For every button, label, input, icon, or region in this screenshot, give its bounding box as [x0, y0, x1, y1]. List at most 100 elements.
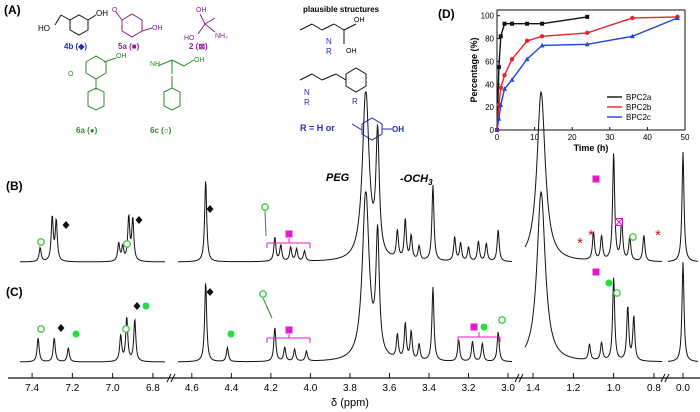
plausible-structure-2 [299, 67, 367, 93]
data-point-BPC2b [630, 15, 635, 21]
x-tick-label: 20 [568, 133, 577, 142]
series-line-BPC2c [496, 17, 678, 131]
label-5a: 5a (■) [118, 42, 140, 51]
chart-x-label: Time (h) [574, 143, 609, 153]
atom-oh-5a: OH [152, 25, 163, 32]
x-tick-label: 7.0 [106, 383, 120, 394]
plot-frame [496, 9, 686, 131]
bracket-b [266, 238, 311, 248]
series-line-BPC2b [496, 16, 678, 131]
y-tick-label: 100 [481, 12, 495, 21]
data-point-BPC2b [502, 72, 507, 78]
atom-oh-2: OH [196, 7, 207, 14]
diamond-marker [133, 302, 141, 310]
x-tick-label: 3.8 [343, 383, 357, 394]
x-tick-label: 0.0 [676, 383, 690, 394]
series-line-BPC2a [496, 16, 588, 131]
plausible-structure-1 [299, 23, 357, 44]
x-tick-label: 10 [530, 133, 539, 142]
spectrum-c-segment [667, 261, 699, 362]
axis-break [514, 373, 524, 383]
data-point-BPC2c [629, 33, 635, 39]
x-tick-label: 4.2 [264, 383, 278, 394]
label-2: 2 (⊠) [189, 42, 208, 51]
x-tick-label: 1.0 [607, 383, 621, 394]
open-circle-marker [613, 289, 621, 297]
axis-break [166, 373, 176, 383]
atom-n-2: N [304, 88, 310, 97]
y-tick-label: 20 [485, 103, 494, 112]
x-tick-label: 0 [495, 133, 500, 142]
x-tick-label: 3.2 [462, 383, 476, 394]
open-circle-marker [37, 238, 45, 246]
label-4b: 4b (◆) [64, 42, 87, 51]
atom-r-2: R [304, 98, 310, 107]
x-tick-label: 1.4 [526, 383, 540, 394]
x-axis: 7.4 7.2 7.0 6.8 4.6 4.4 4.2 4.0 3.8 3.6 3.4 3.2 3.0 1… [8, 373, 700, 394]
structure-r-phenol [351, 117, 392, 141]
data-point-BPC2c [509, 77, 515, 82]
data-point-BPC2a [510, 21, 515, 26]
spectrum-c-segment [178, 191, 512, 363]
diamond-marker [57, 324, 65, 332]
x-tick-label: 3.6 [383, 383, 397, 394]
spectrum-b-segment [178, 91, 512, 263]
panel-c-label: (C) [6, 285, 23, 299]
impurity-asterisk: * [588, 227, 594, 244]
x-tick-label: 4.4 [224, 383, 238, 394]
open-circle-marker [261, 203, 269, 211]
x-tick-label: 3.4 [422, 383, 436, 394]
x-tick-label: 4.0 [303, 383, 317, 394]
atom-oh-p1b: OH [346, 48, 357, 55]
data-point-BPC2a [496, 65, 501, 70]
och3-text: -OCH [400, 173, 429, 185]
panel-a-label: (A) [4, 3, 21, 17]
label-6c: 6c (○) [150, 126, 172, 135]
square-marker [285, 230, 293, 238]
diamond-marker [206, 205, 214, 213]
impurity-asterisk: * [577, 235, 583, 252]
axis-break [660, 373, 670, 383]
atom-o-6a: O [68, 71, 74, 78]
x-tick-label: 3.0 [501, 383, 515, 394]
open-circle-marker [37, 325, 45, 333]
atom-oh-6a: OH [116, 53, 127, 60]
circle-marker [142, 302, 150, 310]
x-tick-label: 30 [605, 133, 614, 142]
atom-o-5a: O [112, 7, 118, 14]
legend-label-BPC2a: BPC2a [626, 93, 652, 102]
data-point-BPC2c [539, 42, 545, 48]
x-tick-label: 4.6 [185, 383, 199, 394]
square-marker [470, 323, 478, 331]
data-point-BPC2c [496, 115, 502, 121]
leader-line-b [264, 210, 267, 237]
diamond-marker [206, 288, 214, 296]
data-point-BPC2b [539, 34, 545, 39]
plausible-title: plausible structures [303, 5, 380, 14]
data-point-BPC2b [585, 30, 590, 36]
square-marker [592, 268, 600, 276]
panel-d-label: (D) [438, 7, 455, 21]
spectrum-c-segment [524, 190, 662, 362]
x-tick-label: 50 [681, 133, 690, 142]
legend-label-BPC2c: BPC2c [626, 113, 651, 122]
peg-annotation: PEG [326, 172, 350, 184]
data-point-BPC2a [540, 21, 545, 26]
atom-ho-2: HO [184, 35, 195, 42]
bracket-c2 [457, 332, 501, 342]
atom-nh-6c: NH [150, 61, 160, 68]
circle-marker [227, 330, 235, 338]
spectrum-b-segment [668, 151, 698, 262]
x-axis-label: δ (ppm) [331, 397, 369, 409]
atom-nh2-2: NH₂ [215, 33, 228, 40]
circle-marker [480, 323, 488, 331]
data-point-BPC2c [502, 86, 507, 91]
data-point-BPC2c [498, 102, 504, 107]
open-circle-marker [122, 325, 130, 333]
square-marker [592, 175, 600, 183]
spectrum-b-segment [20, 213, 165, 263]
open-circle-marker [629, 233, 637, 241]
atom-oh-r: OH [392, 125, 404, 134]
x-tick-group: 7.4 7.2 7.0 6.8 4.6 4.4 4.2 4.0 3.8 3.6 3.4 3.2 3.0 1… [25, 373, 690, 394]
